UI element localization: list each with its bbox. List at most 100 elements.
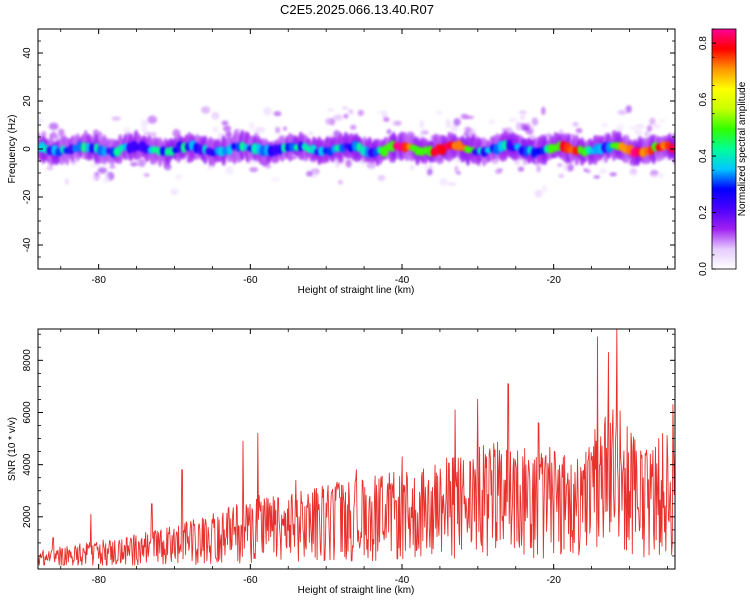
spectrogram-scatter-cell	[249, 166, 259, 173]
spectrogram-scatter-cell	[275, 126, 281, 134]
spectrogram-scatter-cell	[38, 117, 43, 126]
spectrogram-scatter-cell	[211, 111, 220, 120]
spectrogram-scatter-cell	[111, 116, 122, 121]
y-tick-label: 6000	[22, 401, 33, 424]
spectrogram-scatter-cell	[455, 159, 462, 163]
spectrogram-scatter-cell	[658, 172, 665, 179]
spectrogram-scatter-cell	[141, 127, 148, 132]
spectrogram-scatter-cell	[109, 165, 116, 169]
spectrogram-scatter-cell	[347, 111, 353, 117]
spectrogram-scatter-cell	[609, 172, 617, 177]
spectrogram-scatter-cell	[327, 132, 333, 138]
spectrogram-scatter-cell	[90, 163, 101, 167]
snr-series-line	[38, 329, 675, 566]
spectrogram-scatter-cell	[536, 164, 541, 173]
spectrogram-scatter-cell	[525, 122, 530, 128]
spectrogram-scatter-cell	[41, 131, 47, 137]
spectrogram-scatter-cell	[90, 175, 100, 181]
spectrogram-scatter-cell	[391, 121, 397, 126]
spectrogram-core-cell	[197, 144, 204, 155]
spectrogram-scatter-cell	[419, 120, 425, 129]
spectrogram-scatter-cell	[566, 163, 574, 172]
spectrogram-scatter-cell	[337, 179, 343, 185]
spectrogram-scatter-cell	[629, 171, 637, 177]
y-tick-label: 2000	[22, 505, 33, 528]
spectrogram-scatter-cell	[519, 114, 526, 121]
x-tick-label: -60	[243, 275, 258, 286]
y-tick-label: -20	[22, 189, 33, 204]
spectrogram-scatter-cell	[270, 176, 280, 182]
spectrogram-scatter-cell	[253, 127, 262, 133]
spectrogram-scatter-cell	[445, 119, 451, 128]
x-tick-label: -20	[546, 275, 561, 286]
spectrogram-y-axis-label: Frequency (Hz)	[7, 115, 18, 184]
spectrogram-scatter-cell	[376, 110, 387, 115]
spectrogram-scatter-cell	[102, 177, 108, 184]
spectrogram-scatter-cell	[147, 115, 158, 124]
spectrogram-scatter-cell	[308, 131, 314, 136]
spectrogram-panel: -80 -60 -40 -20 -40 -20 0 20 40 Height of straig…	[7, 28, 676, 296]
spectrogram-scatter-cell	[583, 168, 588, 173]
spectrogram-scatter-cell	[593, 175, 601, 179]
colorbar-frame	[711, 28, 737, 270]
spectrogram-scatter-cell	[151, 131, 157, 137]
colorbar-gradient	[712, 29, 736, 269]
colorbar-tick-label: 0.4	[698, 149, 709, 163]
snr-background	[38, 329, 675, 569]
spectrogram-scatter-cell	[333, 130, 341, 138]
spectrogram-scatter-cell	[646, 125, 653, 132]
colorbar-tick-label: 0.0	[698, 262, 709, 276]
spectrogram-core-cell	[160, 146, 167, 156]
spectrogram-core-cell	[81, 142, 87, 153]
snr-y-axis-label: SNR (10 * v/v)	[7, 417, 18, 481]
spectrogram-scatter-cell	[598, 168, 608, 175]
spectrogram-scatter-cell	[383, 117, 390, 122]
spectrogram-scatter-cell	[225, 166, 234, 175]
spectrogram-scatter-cell	[435, 110, 443, 115]
spectrogram-scatter-cell	[541, 185, 548, 193]
spectrogram-scatter-cell	[562, 162, 568, 172]
spectrogram-scatter-cell	[123, 126, 131, 135]
spectrogram-scatter-cell	[617, 109, 628, 115]
spectrogram-scatter-cell	[357, 109, 364, 116]
spectrogram-scatter-cell	[515, 121, 523, 131]
colorbar-tick-label: 0.8	[698, 36, 709, 50]
spectrogram-scatter-cell	[508, 118, 518, 122]
spectrogram-scatter-cell	[649, 117, 656, 126]
spectrogram-x-axis-label: Height of straight line (km)	[298, 285, 415, 296]
spectrogram-scatter-cell	[343, 113, 349, 119]
spectrogram-scatter-cell	[635, 123, 645, 130]
y-tick-label: 4000	[22, 453, 33, 476]
snr-panel: -80 -60 -40 -20 2000 4000 6000 8000 Height of s…	[7, 328, 676, 596]
y-tick-label: 20	[22, 95, 33, 107]
spectrogram-scatter-cell	[541, 106, 546, 116]
spectrogram-scatter-cell	[143, 173, 150, 177]
snr-frame	[37, 328, 676, 570]
spectrogram-scatter-cell	[446, 181, 457, 187]
x-tick-label: -20	[546, 575, 561, 586]
spectrogram-scatter-cell	[450, 124, 459, 133]
x-tick-label: -80	[91, 275, 106, 286]
colorbar: 0.0 0.2 0.4 0.6 0.8 Normalized spectral ampl…	[698, 28, 748, 276]
spectrogram-scatter-cell	[310, 170, 319, 179]
colorbar-label: Normalized spectral amplitude	[737, 81, 748, 216]
spectrogram-core-cell	[101, 146, 108, 157]
spectrogram-scatter-cell	[422, 165, 429, 169]
spectrogram-scatter-cell	[48, 122, 59, 131]
spectrogram-scatter-cell	[518, 110, 527, 115]
spectrogram-scatter-cell	[658, 118, 666, 123]
y-tick-label: -40	[22, 237, 33, 252]
spectrogram-scatter-cell	[534, 189, 543, 198]
spectrogram-scatter-cell	[345, 159, 352, 168]
spectrogram-scatter-cell	[248, 121, 255, 131]
spectrogram-scatter-cell	[140, 119, 149, 128]
spectrogram-scatter-cell	[498, 168, 503, 172]
y-tick-label: 8000	[22, 349, 33, 372]
spectrogram-scatter-cell	[529, 124, 535, 131]
spectrogram-scatter-cell	[341, 106, 349, 110]
spectrogram-scatter-cell	[325, 117, 334, 125]
y-tick-label: 0	[22, 146, 33, 152]
spectrogram-scatter-cell	[58, 128, 65, 137]
snr-x-axis-label: Height of straight line (km)	[298, 585, 415, 596]
